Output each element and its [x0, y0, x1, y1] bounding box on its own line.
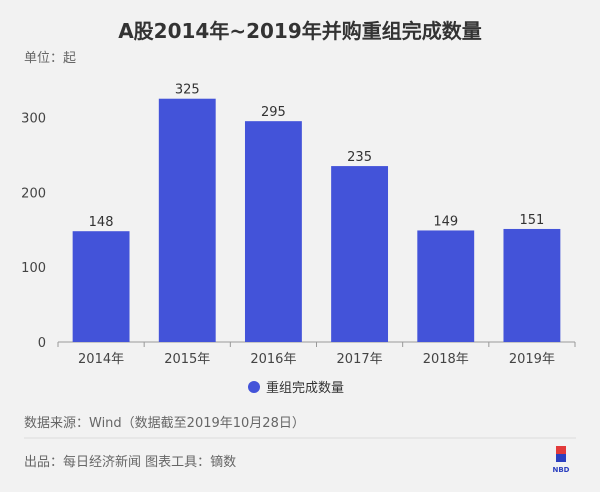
- source-note: 数据来源：Wind（数据截至2019年10月28日）: [24, 416, 305, 431]
- nbd-logo-mark: [556, 446, 566, 454]
- chart-title: A股2014年~2019年并购重组完成数量: [118, 19, 482, 43]
- x-tick-label: 2018年: [423, 352, 469, 367]
- x-tick-label: 2014年: [78, 352, 124, 367]
- nbd-logo-text: NBD: [552, 466, 569, 474]
- bar-value-label: 149: [433, 214, 458, 229]
- y-tick-label: 0: [38, 336, 46, 351]
- y-axis-ticks: 0 100 200 300: [21, 111, 46, 351]
- x-tick-label: 2016年: [250, 352, 296, 367]
- x-tick-label: 2015年: [164, 352, 210, 367]
- bar-value-label: 295: [261, 105, 286, 120]
- legend-marker: [248, 381, 260, 393]
- bar-2018年: [417, 230, 475, 342]
- bar-2017年: [331, 166, 389, 342]
- bar-value-label: 325: [175, 83, 200, 98]
- unit-label: 单位：起: [24, 51, 76, 66]
- x-axis-ticks: 2014年 2015年 2016年 2017年 2018年 2019年: [57, 342, 576, 367]
- x-tick-label: 2019年: [509, 352, 555, 367]
- nbd-logo: NBD: [552, 446, 570, 474]
- bar-2014年: [72, 231, 130, 342]
- bar-group: 148 325 295 235 149 151: [72, 83, 561, 343]
- bar-value-label: 151: [520, 213, 545, 228]
- bar-2016年: [244, 121, 302, 343]
- y-tick-label: 200: [21, 186, 46, 201]
- legend: 重组完成数量: [248, 380, 344, 396]
- bar-2015年: [158, 98, 216, 342]
- credit-note: 出品：每日经济新闻 图表工具：镝数: [24, 454, 236, 470]
- x-tick-label: 2017年: [337, 352, 383, 367]
- bar-value-label: 235: [347, 150, 372, 165]
- bar-2019年: [503, 228, 561, 342]
- bar-value-label: 148: [89, 215, 114, 230]
- legend-label: 重组完成数量: [266, 380, 344, 396]
- y-tick-label: 100: [21, 261, 46, 276]
- y-tick-label: 300: [21, 111, 46, 126]
- nbd-logo-mark-bottom: [556, 454, 566, 462]
